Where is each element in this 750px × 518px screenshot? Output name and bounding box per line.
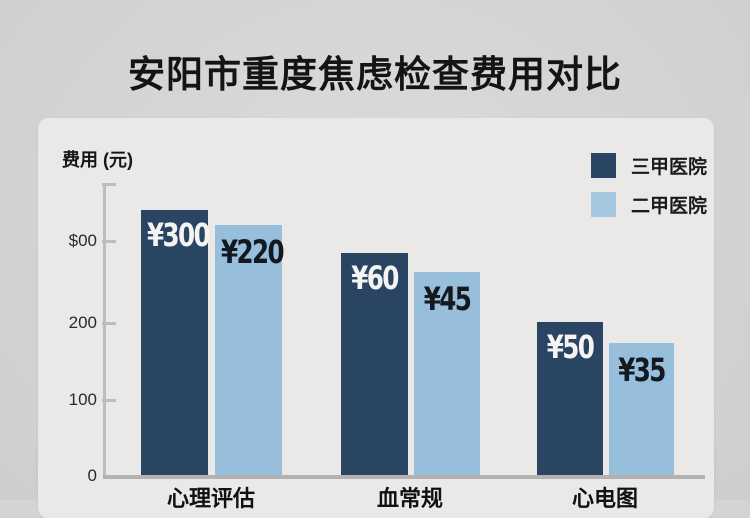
legend-swatch-dark	[591, 153, 616, 178]
y-axis-line	[103, 183, 106, 477]
bar-tier3-ecg: ¥50	[537, 322, 603, 475]
chart-title: 安阳市重度焦虑检查费用对比	[128, 54, 622, 95]
y-axis-tick	[102, 240, 116, 243]
bar-value-label: ¥50	[546, 329, 595, 367]
y-tick-label: 100	[68, 390, 97, 409]
legend-swatch-light	[591, 192, 616, 217]
bar-value-label: ¥220	[221, 234, 285, 272]
y-axis-title: 费用 (元)	[62, 150, 133, 170]
y-axis-tick	[102, 399, 116, 402]
legend: 三甲医院 二甲医院	[591, 152, 707, 230]
legend-item-tier3: 三甲医院	[591, 152, 707, 179]
x-axis-line	[103, 475, 705, 479]
legend-item-tier2: 二甲医院	[591, 191, 707, 218]
y-tick-label: 0	[87, 466, 97, 485]
bar-tier3-blood-test: ¥60	[341, 253, 408, 475]
y-tick-label: $00	[68, 231, 97, 250]
bar-tier2-ecg: ¥35	[609, 343, 674, 475]
x-category-label: 血常规	[376, 486, 443, 511]
bar-tier2-blood-test: ¥45	[414, 272, 480, 475]
x-category-label: 心电图	[571, 486, 638, 511]
bar-value-label: ¥300	[147, 217, 211, 255]
legend-label: 三甲医院	[631, 157, 708, 178]
y-axis-tick	[102, 183, 116, 186]
bar-tier3-psych-assessment: ¥300	[141, 210, 211, 475]
y-tick-label: 200	[68, 313, 97, 332]
bar-value-label: ¥60	[351, 260, 399, 298]
bar-value-label: ¥35	[618, 352, 666, 390]
legend-label: 二甲医院	[631, 196, 708, 217]
bar-tier2-psych-assessment: ¥220	[215, 225, 285, 475]
bar-value-label: ¥45	[423, 281, 472, 319]
x-category-label: 心理评估	[166, 486, 255, 511]
y-axis-tick	[102, 322, 116, 325]
